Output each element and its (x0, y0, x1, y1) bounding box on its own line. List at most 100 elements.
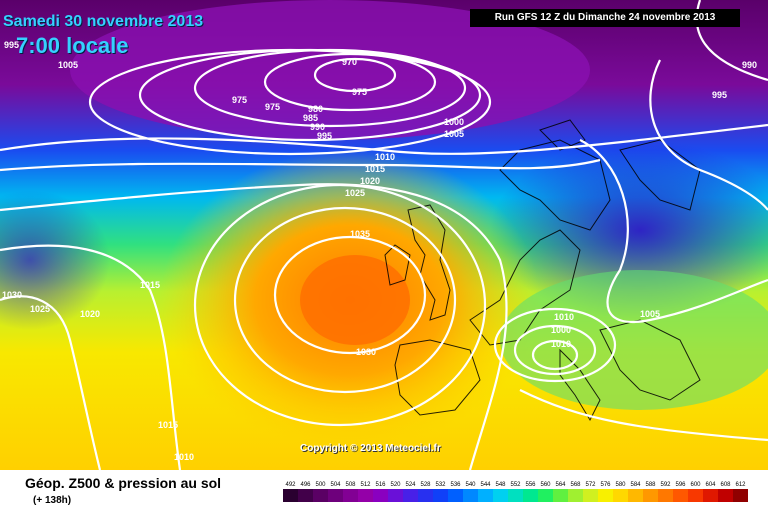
scale-tick-label: 552 (510, 482, 521, 488)
scale-tick-label: 560 (540, 482, 551, 488)
isobar-label: 1005 (444, 129, 464, 139)
isobar-label: 995 (712, 90, 727, 100)
isobar-label: 970 (342, 57, 357, 67)
scale-tick-label: 516 (375, 482, 386, 488)
scale-swatch (463, 489, 479, 502)
east-green-zone (500, 270, 768, 410)
scale-tick-label: 524 (405, 482, 416, 488)
copyright-text: Copyright © 2013 Meteociel.fr (300, 443, 441, 454)
model-run-label: Run GFS 12 Z du Dimanche 24 novembre 201… (470, 9, 740, 27)
isobar-label: 1000 (444, 117, 464, 127)
scale-tick-label: 536 (450, 482, 461, 488)
isobar-label: 1020 (360, 176, 380, 186)
isobar-label: 1020 (80, 309, 100, 319)
isobar-label: 995 (317, 131, 332, 141)
scale-swatch (313, 489, 329, 502)
scale-swatch (433, 489, 449, 502)
scale-swatch (388, 489, 404, 502)
isobar-label: 1025 (30, 304, 50, 314)
scale-swatch (673, 489, 689, 502)
isobar-label: 995 (4, 40, 19, 50)
forecast-time: 7:00 locale (16, 33, 129, 58)
west-trough-zone (0, 190, 110, 330)
legend-footer: Géop. Z500 & pression au sol (+ 138h) 49… (0, 470, 768, 512)
anticyclone-core (300, 255, 410, 345)
scale-swatch (358, 489, 374, 502)
color-scale: 492 496 500 504 508 512 516 520 524 528 532 536 540 5… (283, 482, 748, 502)
scale-tick-label: 588 (645, 482, 656, 488)
scale-swatch (418, 489, 434, 502)
isobar-label: 1015 (158, 420, 178, 430)
scale-tick-label: 544 (480, 482, 491, 488)
legend-subtitle: (+ 138h) (33, 495, 72, 506)
scale-swatch (598, 489, 614, 502)
scale-swatch (403, 489, 419, 502)
scale-swatch (568, 489, 584, 502)
isobar-label: 975 (232, 95, 247, 105)
isobars (0, 0, 768, 470)
scale-swatch (583, 489, 599, 502)
isobar-label: 1010 (174, 452, 194, 462)
scale-swatch (658, 489, 674, 502)
scale-tick-label: 592 (660, 482, 671, 488)
scale-tick-label: 612 (735, 482, 746, 488)
scale-swatch (733, 489, 748, 502)
scale-tick-label: 596 (675, 482, 686, 488)
scale-swatch (373, 489, 389, 502)
isobar-label: 1015 (365, 164, 385, 174)
isobar-label: 1015 (140, 280, 160, 290)
scale-tick-label: 540 (465, 482, 476, 488)
scale-tick-label: 548 (495, 482, 506, 488)
isobar-label: 1000 (551, 325, 571, 335)
scale-swatch (343, 489, 359, 502)
scale-swatch (718, 489, 734, 502)
scale-swatch (703, 489, 719, 502)
scale-tick-label: 512 (360, 482, 371, 488)
east-trough-zone (490, 140, 768, 320)
scale-tick-label: 564 (555, 482, 566, 488)
scale-tick-label: 600 (690, 482, 701, 488)
scale-tick-label: 520 (390, 482, 401, 488)
scale-swatch (283, 489, 299, 502)
scale-swatch (553, 489, 569, 502)
scale-swatch (688, 489, 704, 502)
scale-tick-label: 604 (705, 482, 716, 488)
isobar-label: 990 (310, 122, 325, 132)
isobar-label: 1030 (356, 347, 376, 357)
isobar-label: 1005 (640, 309, 660, 319)
scale-tick-label: 580 (615, 482, 626, 488)
scale-swatch (298, 489, 314, 502)
scale-tick-label: 508 (345, 482, 356, 488)
isobar-label: 975 (265, 102, 280, 112)
isobar-label: 1005 (58, 60, 78, 70)
scale-tick-label: 572 (585, 482, 596, 488)
scale-swatch (613, 489, 629, 502)
isobar-label: 990 (742, 60, 757, 70)
scale-swatch (523, 489, 539, 502)
scale-tick-label: 568 (570, 482, 581, 488)
isobar-label: 1010 (551, 339, 571, 349)
scale-swatch (448, 489, 464, 502)
isobar-label: 1030 (2, 290, 22, 300)
scale-swatch (538, 489, 554, 502)
scale-swatch (328, 489, 344, 502)
isobar-label: 980 (308, 104, 323, 114)
isobar-label: 975 (352, 87, 367, 97)
scale-tick-label: 492 (285, 482, 296, 488)
isobar-label: 985 (303, 113, 318, 123)
scale-swatch (478, 489, 494, 502)
forecast-date: Samedi 30 novembre 2013 (3, 13, 204, 30)
scale-tick-label: 608 (720, 482, 731, 488)
scale-swatch (508, 489, 524, 502)
coastlines (384, 119, 701, 422)
scale-swatch (643, 489, 659, 502)
scale-swatch (628, 489, 644, 502)
scale-tick-label: 496 (300, 482, 311, 488)
isobar-label: 1010 (554, 312, 574, 322)
scale-tick-label: 576 (600, 482, 611, 488)
isobar-label: 1035 (350, 229, 370, 239)
scale-tick-label: 504 (330, 482, 341, 488)
